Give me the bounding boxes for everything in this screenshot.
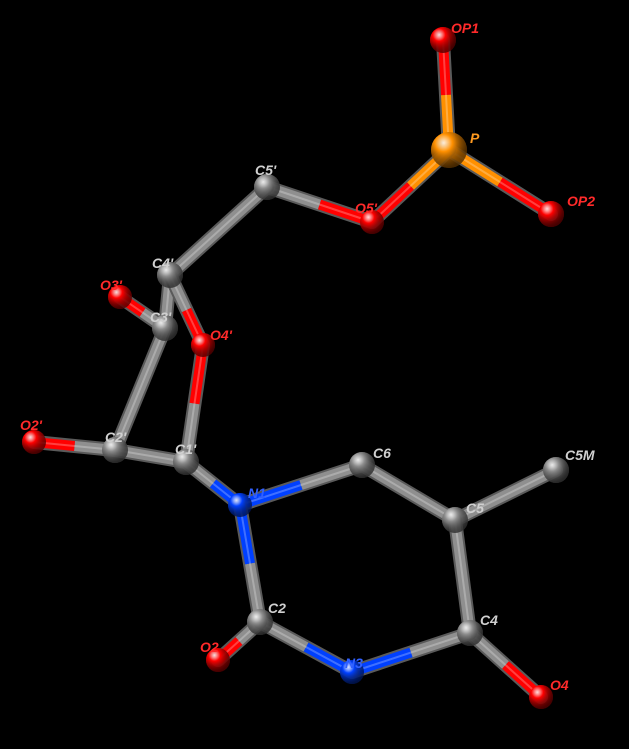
label-C5M: C5M (565, 447, 595, 463)
label-C5: C5 (466, 500, 484, 516)
label-OP2: OP2 (567, 193, 595, 209)
label-O2p: O2' (20, 417, 43, 433)
label-C4p: C4' (152, 255, 174, 271)
atom-C5 (442, 507, 468, 533)
label-C2: C2 (268, 600, 286, 616)
label-O2: O2 (200, 639, 219, 655)
background (0, 0, 629, 749)
label-P: P (470, 130, 480, 146)
label-C4: C4 (480, 612, 498, 628)
label-O4p: O4' (210, 327, 233, 343)
label-OP1: OP1 (451, 20, 479, 36)
label-O3p: O3' (100, 277, 123, 293)
atom-C6 (349, 452, 375, 478)
label-N1: N1 (248, 485, 266, 501)
label-N3: N3 (345, 655, 363, 671)
label-C1p: C1' (175, 441, 197, 457)
molecule-diagram: OP1 P OP2 O5' C5' C4' O3' C3' O4' O2' C2' C1' N1 C6 C5… (0, 0, 629, 749)
label-O4: O4 (550, 677, 569, 693)
label-C5p: C5' (255, 162, 277, 178)
label-C2p: C2' (105, 429, 127, 445)
atom-P (431, 132, 467, 168)
atom-OP2 (538, 201, 564, 227)
atom-O2p (22, 430, 46, 454)
label-O5p: O5' (355, 200, 378, 216)
label-C3p: C3' (150, 309, 172, 325)
label-C6: C6 (373, 445, 391, 461)
